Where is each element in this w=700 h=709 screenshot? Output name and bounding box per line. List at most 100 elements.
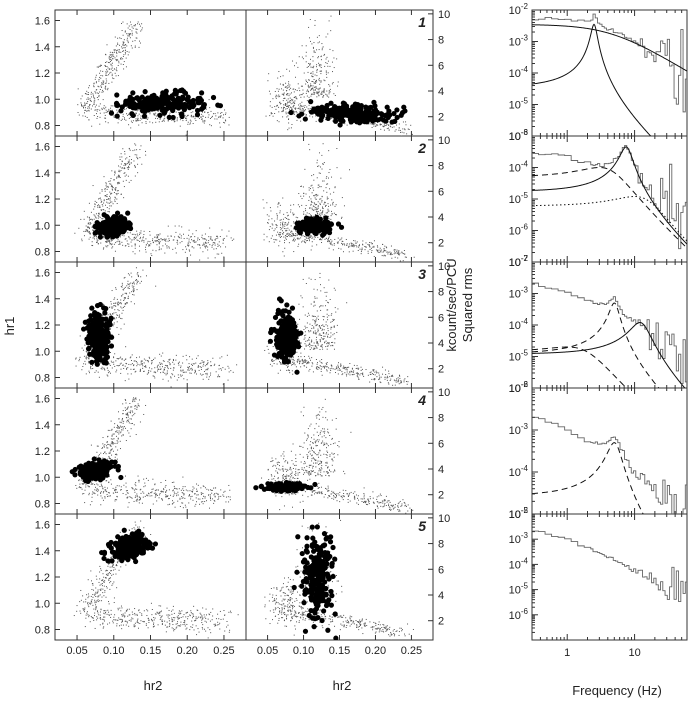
bg-point	[150, 618, 152, 620]
bg-point	[101, 600, 103, 602]
bg-point	[285, 105, 287, 107]
highlight-point	[114, 232, 120, 238]
bg-point	[130, 423, 132, 425]
bg-point	[148, 371, 150, 373]
bg-point	[88, 217, 90, 219]
bg-point	[320, 81, 322, 83]
bg-point	[152, 122, 154, 124]
bg-point	[135, 500, 137, 502]
bg-point	[134, 24, 136, 26]
bg-point	[109, 197, 111, 199]
bg-point	[90, 615, 92, 617]
bg-point	[148, 493, 150, 495]
bg-point	[127, 54, 129, 56]
bg-point	[288, 104, 290, 106]
bg-point	[203, 242, 205, 244]
bg-point	[97, 494, 99, 496]
bg-point	[125, 44, 127, 46]
bg-point	[89, 602, 91, 604]
bg-point	[125, 490, 127, 492]
highlight-point	[166, 114, 172, 120]
bg-point	[86, 110, 88, 112]
bg-point	[154, 367, 156, 369]
bg-point	[92, 185, 94, 187]
bg-point	[214, 496, 216, 498]
bg-point	[315, 120, 317, 122]
bg-point	[182, 488, 184, 490]
bg-point	[182, 624, 184, 626]
bg-point	[305, 61, 307, 63]
bg-point	[197, 616, 199, 618]
bg-point	[329, 88, 331, 90]
bg-point	[197, 237, 199, 239]
bg-point	[97, 212, 99, 214]
bg-point	[137, 475, 139, 477]
bg-point	[108, 55, 110, 57]
bg-point	[172, 609, 174, 611]
bg-point	[100, 608, 102, 610]
bg-point	[290, 92, 292, 94]
bg-point	[124, 365, 126, 367]
bg-point	[122, 410, 124, 412]
bg-point	[188, 249, 190, 251]
bg-point	[205, 608, 207, 610]
bg-point	[115, 565, 117, 567]
bg-point	[169, 614, 171, 616]
bg-point	[181, 502, 183, 504]
bg-point	[265, 115, 267, 117]
highlight-point	[89, 332, 95, 338]
bg-point	[81, 238, 83, 240]
bg-point	[269, 105, 271, 107]
bg-point	[228, 631, 230, 633]
bg-point	[210, 497, 212, 499]
bg-point	[123, 235, 125, 237]
bg-point	[135, 237, 137, 239]
bg-point	[101, 107, 103, 109]
bg-point	[166, 365, 168, 367]
bg-point	[192, 233, 194, 235]
bg-point	[128, 165, 130, 167]
bg-point	[204, 487, 206, 489]
bg-point	[315, 79, 317, 81]
bg-point	[122, 244, 124, 246]
bg-point	[125, 238, 127, 240]
bg-point	[139, 497, 141, 499]
bg-point	[217, 245, 219, 247]
bg-point	[119, 236, 121, 238]
bg-point	[165, 240, 167, 242]
bg-point	[207, 111, 209, 113]
bg-point	[165, 494, 167, 496]
bg-point	[194, 505, 196, 507]
bg-point	[219, 126, 221, 128]
bg-point	[137, 235, 139, 237]
bg-point	[86, 483, 88, 485]
highlight-point	[88, 317, 94, 323]
bg-point	[287, 85, 289, 87]
bg-point	[108, 61, 110, 63]
bg-point	[321, 47, 323, 49]
bg-point	[92, 617, 94, 619]
bg-point	[144, 482, 146, 484]
bg-point	[143, 610, 145, 612]
bg-point	[88, 614, 90, 616]
bg-point	[132, 488, 134, 490]
bg-point	[113, 115, 115, 117]
bg-point	[88, 492, 90, 494]
bg-point	[105, 78, 107, 80]
bg-point	[180, 365, 182, 367]
bg-point	[134, 46, 136, 48]
bg-point	[113, 361, 115, 363]
bg-point	[141, 360, 143, 362]
bg-point	[299, 90, 301, 92]
bg-point	[210, 372, 212, 374]
bg-point	[151, 495, 153, 497]
bg-point	[143, 620, 145, 622]
highlight-point	[125, 210, 131, 216]
bg-point	[96, 483, 98, 485]
bg-point	[129, 614, 131, 616]
bg-point	[153, 358, 155, 360]
bg-point	[123, 426, 125, 428]
bg-point	[102, 234, 104, 236]
bg-point	[308, 87, 310, 89]
bg-point	[189, 629, 191, 631]
